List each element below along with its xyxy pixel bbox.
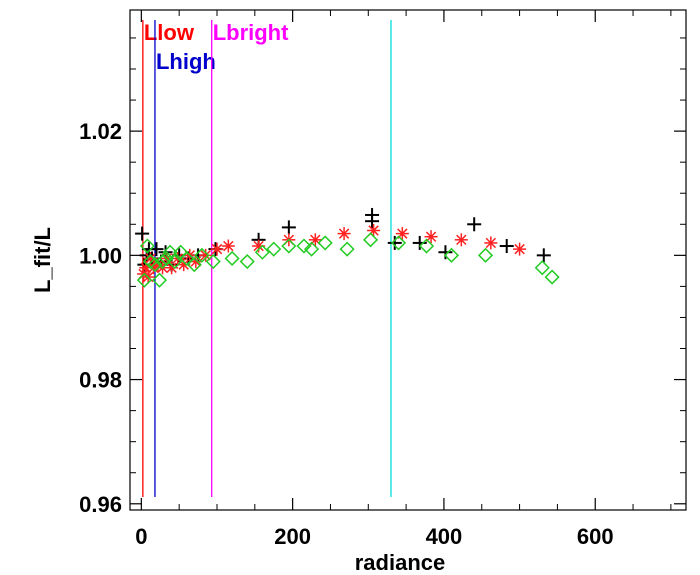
data-point-diamond bbox=[362, 232, 379, 248]
data-point-diamond bbox=[296, 238, 312, 254]
data-point-diamond bbox=[254, 244, 270, 260]
x-tick-label: 0 bbox=[135, 524, 147, 549]
data-point-plus bbox=[365, 214, 380, 229]
data-point-diamond bbox=[147, 257, 163, 273]
data-point-asterisk bbox=[454, 233, 468, 247]
data-point-plus bbox=[387, 235, 402, 250]
data-point-diamond bbox=[239, 253, 255, 270]
data-point-asterisk bbox=[484, 236, 498, 250]
data-point-diamond bbox=[303, 241, 320, 257]
x-tick-label: 200 bbox=[274, 524, 311, 549]
data-point-diamond bbox=[158, 250, 174, 267]
annotation-llow: Llow bbox=[144, 20, 195, 45]
data-point-plus bbox=[499, 239, 514, 254]
data-point-diamond bbox=[136, 272, 152, 288]
data-point-diamond bbox=[534, 260, 550, 276]
y-axis-label: L_fit/L bbox=[30, 227, 55, 293]
data-point-diamond bbox=[194, 247, 210, 263]
data-point-diamond bbox=[339, 241, 355, 257]
data-point-plus bbox=[536, 248, 551, 263]
data-point-diamond bbox=[186, 257, 202, 273]
data-point-diamond bbox=[317, 235, 333, 251]
y-axis: 0.96 0.98 1.00 1.02 bbox=[79, 37, 686, 517]
x-axis: 0 200 400 600 bbox=[135, 10, 672, 549]
data-point-diamond bbox=[224, 250, 240, 267]
data-point-plus bbox=[412, 235, 427, 250]
data-point-diamond bbox=[281, 238, 297, 254]
data-point-asterisk bbox=[513, 242, 527, 256]
data-point-diamond bbox=[477, 247, 494, 263]
data-point-plus bbox=[438, 245, 453, 260]
y-tick-label: 1.02 bbox=[79, 119, 122, 144]
data-point-diamond bbox=[443, 247, 460, 263]
data-point-diamond bbox=[266, 241, 282, 257]
data-point-diamond bbox=[205, 253, 221, 270]
x-tick-label: 600 bbox=[577, 524, 614, 549]
x-tick-label: 400 bbox=[426, 524, 463, 549]
data-point-diamond bbox=[167, 253, 183, 270]
y-tick-label: 0.98 bbox=[79, 368, 122, 393]
annotation-lbright: Lbright bbox=[213, 20, 289, 45]
data-point-diamond bbox=[390, 235, 407, 251]
data-point-asterisk bbox=[337, 227, 351, 241]
plot-area: Llow Lhigh Lbright bbox=[135, 20, 560, 497]
y-tick-label: 1.00 bbox=[79, 243, 122, 268]
data-point-asterisk bbox=[221, 239, 235, 253]
data-point-diamond bbox=[154, 253, 171, 270]
data-point-diamond bbox=[151, 272, 168, 288]
x-axis-label: radiance bbox=[355, 550, 446, 575]
data-point-asterisk bbox=[199, 248, 213, 262]
data-point-diamond bbox=[544, 269, 560, 285]
y-tick-label: 0.96 bbox=[79, 492, 122, 517]
data-point-plus bbox=[135, 226, 150, 241]
plot-frame bbox=[129, 9, 687, 511]
data-point-asterisk bbox=[210, 242, 224, 256]
annotation-lhigh: Lhigh bbox=[156, 49, 216, 74]
data-point-plus bbox=[281, 220, 296, 235]
data-point-diamond bbox=[179, 250, 195, 267]
data-point-plus bbox=[467, 217, 482, 232]
data-point-asterisk bbox=[424, 230, 438, 244]
data-point-diamond bbox=[418, 238, 435, 254]
data-point-diamond bbox=[139, 238, 155, 254]
